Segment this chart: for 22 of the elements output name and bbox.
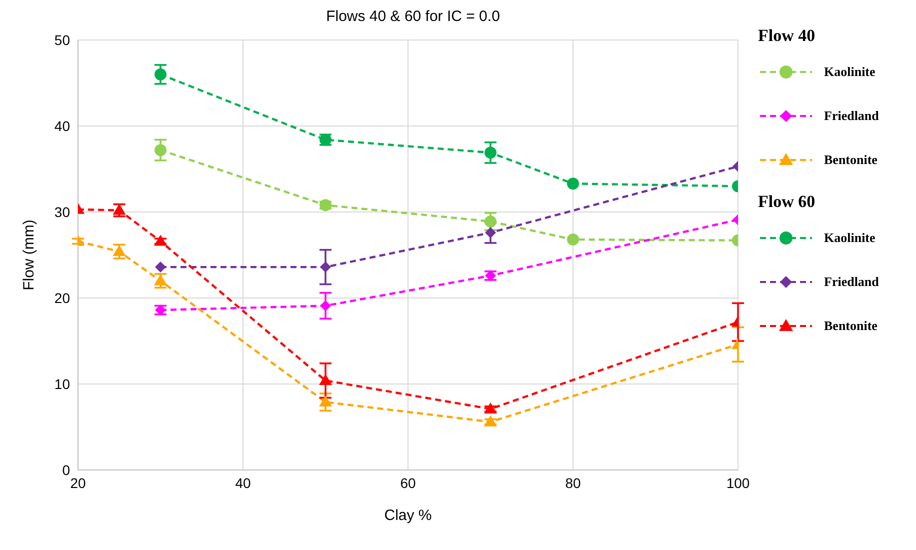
y-tick-label: 10	[54, 376, 70, 392]
legend-label: Bentonite	[824, 152, 878, 168]
y-tick-label: 50	[54, 32, 70, 48]
y-axis-title: Flow (mm)	[20, 220, 38, 290]
x-tick-label: 40	[235, 474, 251, 491]
x-tick-label: 20	[70, 474, 86, 491]
x-tick-label: 80	[565, 474, 581, 491]
y-tick-label: 30	[54, 204, 70, 220]
text: Flow 40	[758, 26, 816, 46]
legend-label: Kaolinite	[824, 64, 876, 80]
legend-label: Friedland	[824, 108, 879, 124]
y-tick-label: 40	[54, 118, 70, 134]
text: Flow 60	[758, 192, 816, 212]
y-tick-label: 20	[54, 290, 70, 306]
chart-title: Flows 40 & 60 for IC = 0.0	[325, 8, 501, 27]
legend-label: Bentonite	[824, 318, 878, 334]
x-tick-label: 60	[400, 474, 416, 491]
legend-label: Kaolinite	[824, 230, 876, 246]
x-tick-label: 100	[726, 474, 750, 491]
x-axis-title: Clay %	[384, 507, 432, 524]
legend-label: Friedland	[824, 274, 879, 290]
y-tick-label: 0	[62, 462, 70, 478]
